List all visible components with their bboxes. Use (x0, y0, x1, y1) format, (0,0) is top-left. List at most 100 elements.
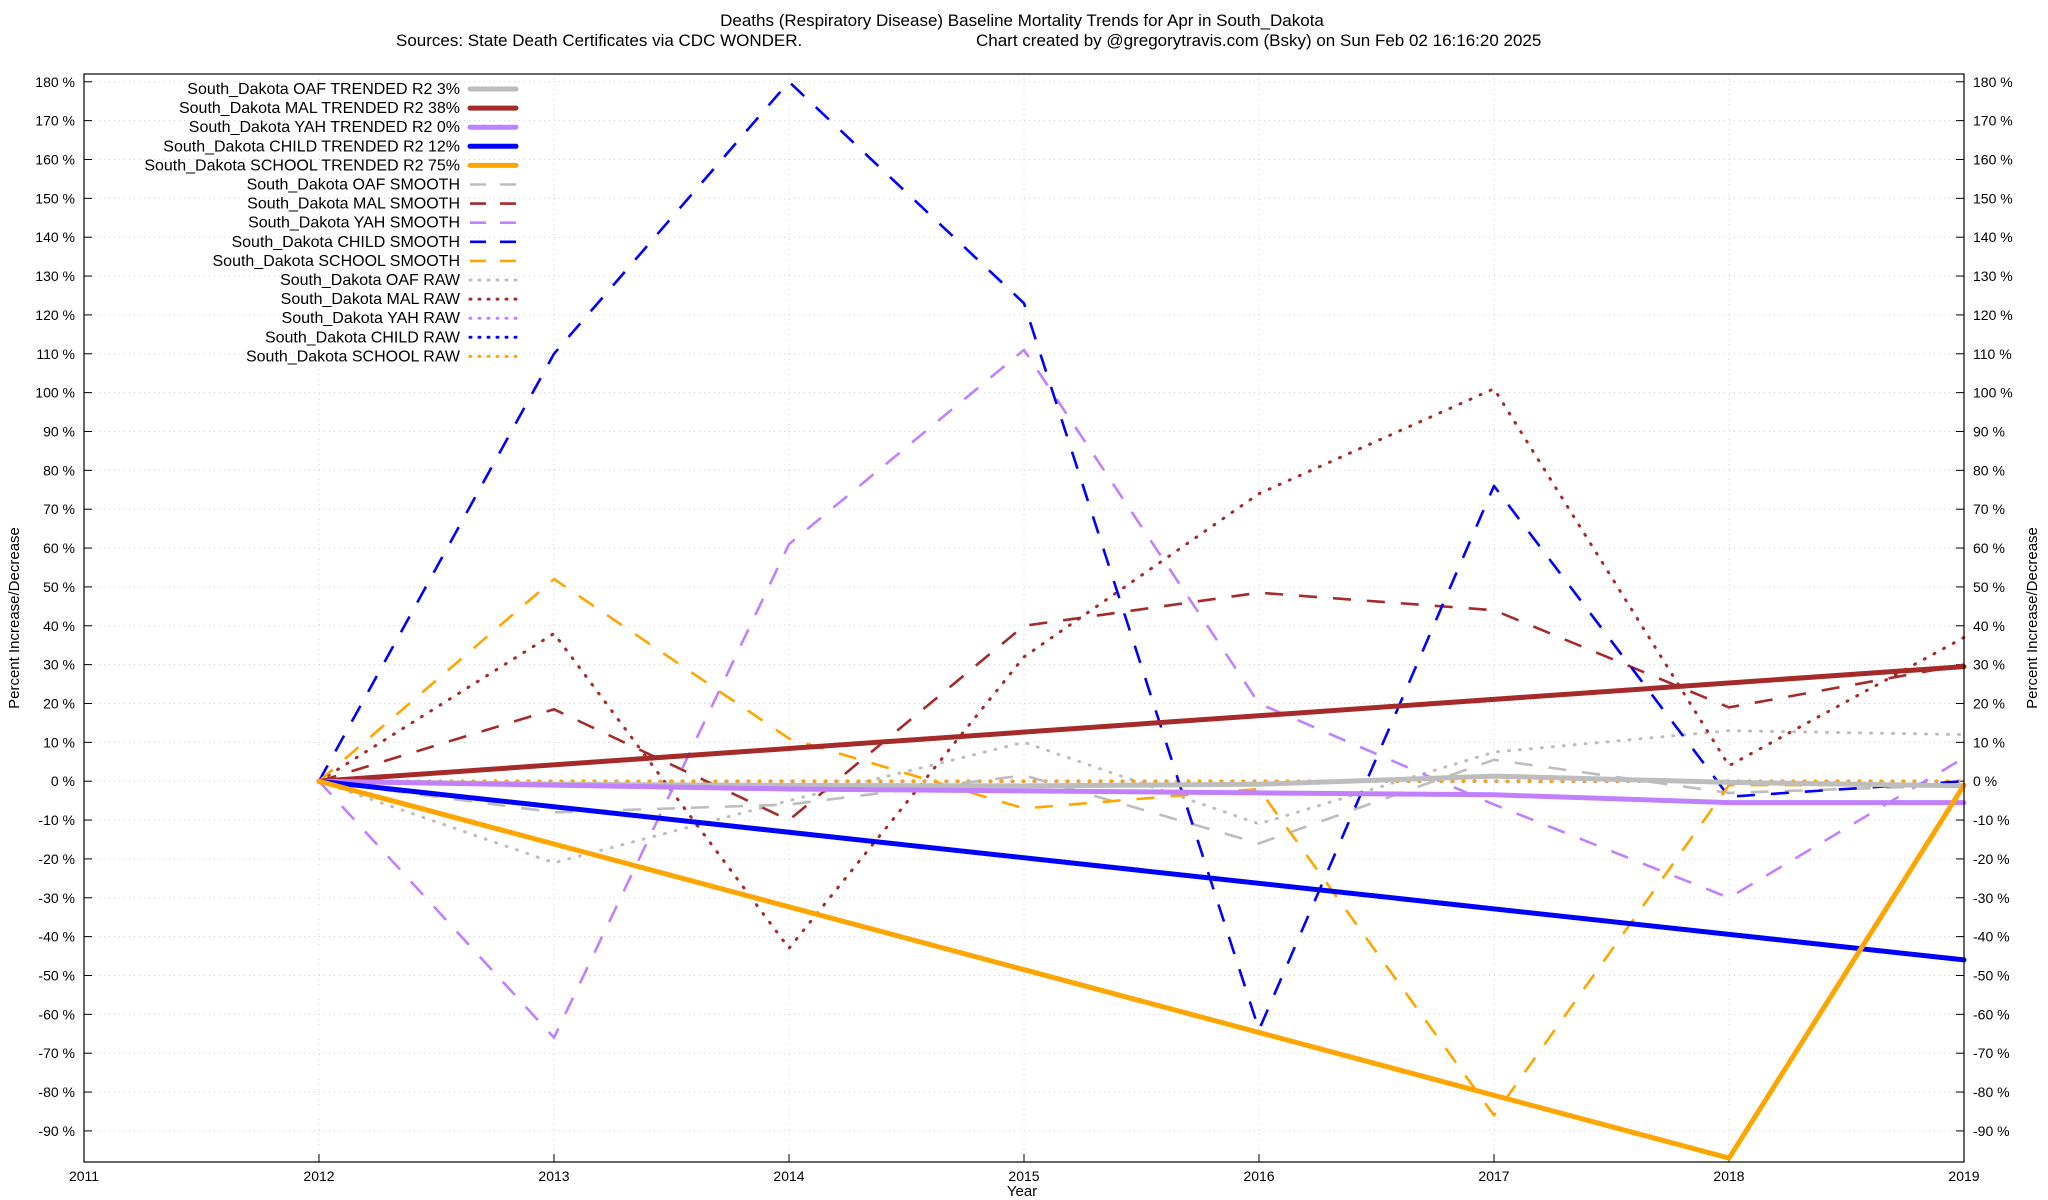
y-tick-label-right: 10 % (1973, 734, 2005, 750)
y-tick-label-left: 110 % (36, 346, 75, 362)
y-tick-label-right: 170 % (1973, 113, 2013, 129)
y-tick-label-left: -20 % (38, 851, 75, 867)
series-line-1 (316, 664, 1967, 784)
series-line-11 (317, 387, 1966, 950)
y-tick-label-left: -80 % (38, 1084, 75, 1100)
y-tick-label-right: 130 % (1973, 268, 2013, 284)
x-tick-label: 2017 (1478, 1168, 1509, 1184)
legend-label: South_Dakota SCHOOL RAW (246, 348, 461, 365)
y-tick-label-right: 180 % (1973, 74, 2013, 90)
y-tick-label-right: -50 % (1973, 967, 2010, 983)
y-tick-label-left: 170 % (35, 113, 75, 129)
y-tick-label-right: 160 % (1973, 151, 2013, 167)
y-tick-label-left: 180 % (35, 74, 75, 90)
x-tick-label: 2019 (1948, 1168, 1979, 1184)
y-tick-label-left: 70 % (43, 501, 75, 517)
x-tick-label: 2016 (1243, 1168, 1274, 1184)
y-tick-label-right: 30 % (1973, 657, 2005, 673)
y-tick-label-left: -40 % (38, 929, 75, 945)
chart-title: Deaths (Respiratory Disease) Baseline Mo… (720, 11, 1324, 30)
y-tick-label-left: -90 % (38, 1123, 75, 1139)
legend-label: South_Dakota MAL TRENDED R2 38% (179, 100, 460, 117)
y-axis-label-right: Percent Increase/Decrease (2024, 527, 2041, 709)
y-tick-label-left: 120 % (35, 307, 75, 323)
legend-label: South_Dakota SCHOOL TRENDED R2 75% (144, 157, 460, 174)
legend-label: South_Dakota OAF RAW (280, 272, 461, 289)
y-tick-label-right: -70 % (1973, 1045, 2010, 1061)
legend-label: South_Dakota MAL RAW (281, 291, 461, 308)
y-tick-label-right: 50 % (1973, 579, 2005, 595)
x-tick-label: 2013 (538, 1168, 569, 1184)
y-tick-label-right: -10 % (1973, 812, 2010, 828)
legend-label: South_Dakota CHILD TRENDED R2 12% (163, 138, 460, 155)
y-tick-label-right: 60 % (1973, 540, 2005, 556)
chart-subtitle-right: Chart created by @gregorytravis.com (Bsk… (976, 31, 1541, 50)
y-tick-label-right: -90 % (1973, 1123, 2010, 1139)
y-tick-label-left: -30 % (38, 890, 75, 906)
series-line-2 (316, 778, 1967, 806)
y-tick-label-left: 160 % (35, 151, 75, 167)
y-tick-label-left: 140 % (35, 229, 75, 245)
tick-labels: 2011 2012 2013 2014 2015 2016 2017 2018 2019 180 … (35, 74, 2012, 1184)
y-tick-label-left: 90 % (43, 423, 75, 439)
legend-label: South_Dakota YAH RAW (282, 310, 461, 327)
x-tick-label: 2012 (303, 1168, 334, 1184)
y-tick-label-left: 150 % (35, 190, 75, 206)
series-layer (316, 80, 1967, 1161)
y-tick-label-right: 70 % (1973, 501, 2005, 517)
grid (83, 74, 1965, 1162)
series-line-8 (317, 80, 1965, 1032)
y-tick-label-right: -40 % (1973, 929, 2010, 945)
x-tick-label: 2011 (69, 1168, 99, 1184)
y-tick-label-left: 100 % (35, 385, 75, 401)
y-axis-label-left: Percent Increase/Decrease (6, 527, 23, 709)
y-tick-label-right: 150 % (1973, 190, 2013, 206)
y-tick-label-left: 50 % (43, 579, 75, 595)
y-tick-label-left: 0 % (51, 773, 75, 789)
y-tick-label-right: 80 % (1973, 462, 2005, 478)
series-line-7 (318, 348, 1965, 1039)
legend-label: South_Dakota CHILD RAW (265, 329, 461, 346)
y-tick-label-right: -80 % (1973, 1084, 2010, 1100)
legend-label: South_Dakota MAL SMOOTH (247, 196, 460, 213)
x-axis-label: Year (1007, 1183, 1037, 1200)
y-tick-label-right: 20 % (1973, 695, 2005, 711)
y-tick-label-left: 20 % (43, 695, 75, 711)
legend: South_Dakota OAF TRENDED R2 3% South_Dako… (144, 81, 519, 365)
legend-label: South_Dakota OAF SMOOTH (247, 177, 460, 194)
series-line-6 (318, 591, 1965, 822)
y-tick-label-right: 0 % (1973, 773, 1997, 789)
y-tick-label-left: -50 % (38, 967, 75, 983)
legend-label: South_Dakota YAH TRENDED R2 0% (189, 119, 460, 136)
y-tick-label-left: -60 % (38, 1006, 75, 1022)
y-tick-label-right: 140 % (1973, 229, 2013, 245)
series-line-4 (316, 778, 1967, 1161)
legend-label: South_Dakota OAF TRENDED R2 3% (187, 81, 460, 98)
y-tick-label-right: 90 % (1973, 423, 2005, 439)
series-line-9 (318, 577, 1964, 1117)
legend-label: South_Dakota SCHOOL SMOOTH (213, 253, 461, 270)
y-tick-label-left: 130 % (35, 268, 75, 284)
y-tick-label-right: 110 % (1973, 346, 2012, 362)
y-tick-label-right: 120 % (1973, 307, 2013, 323)
y-tick-label-left: 40 % (43, 618, 75, 634)
y-tick-label-left: 30 % (43, 657, 75, 673)
y-tick-label-right: -30 % (1973, 890, 2010, 906)
y-tick-label-right: 40 % (1973, 618, 2005, 634)
series-line-10 (317, 729, 1966, 865)
y-tick-label-left: -10 % (38, 812, 75, 828)
x-tick-label: 2018 (1713, 1168, 1744, 1184)
y-tick-label-right: -20 % (1973, 851, 2010, 867)
legend-label: South_Dakota CHILD SMOOTH (231, 234, 460, 251)
x-tick-label: 2015 (1008, 1168, 1039, 1184)
y-tick-label-left: 10 % (43, 734, 75, 750)
x-tick-label: 2014 (773, 1168, 804, 1184)
y-tick-label-right: 100 % (1973, 385, 2013, 401)
y-tick-label-left: 80 % (43, 462, 75, 478)
y-tick-label-right: -60 % (1973, 1006, 2010, 1022)
y-tick-label-left: 60 % (43, 540, 75, 556)
chart-subtitle-left: Sources: State Death Certificates via CD… (396, 31, 802, 50)
legend-label: South_Dakota YAH SMOOTH (248, 215, 460, 232)
y-tick-label-left: -70 % (38, 1045, 75, 1061)
